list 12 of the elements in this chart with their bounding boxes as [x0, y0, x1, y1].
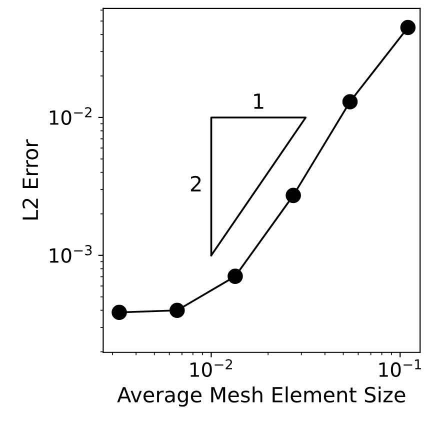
point: [400, 20, 416, 36]
x-tick-label: 10$^{−1}$: [379, 359, 422, 378]
point: [112, 304, 127, 320]
annotation: 1: [254, 94, 264, 109]
point: [286, 188, 301, 204]
point: [342, 94, 358, 110]
y-axis-title: L2 Error: [22, 139, 38, 220]
point: [169, 302, 185, 318]
annotation: 2: [190, 176, 201, 192]
y-tick-label: 10$^{−3}$: [50, 245, 92, 263]
x-axis-title: Average Mesh Element Size: [117, 386, 406, 407]
point: [228, 268, 243, 284]
